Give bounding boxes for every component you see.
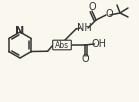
- FancyBboxPatch shape: [53, 40, 71, 50]
- Text: O: O: [88, 3, 96, 13]
- Text: O: O: [105, 9, 113, 19]
- Text: N: N: [15, 26, 25, 35]
- Text: OH: OH: [92, 39, 107, 49]
- Text: O: O: [82, 54, 89, 64]
- Text: Abs: Abs: [55, 40, 69, 49]
- Text: NH: NH: [77, 23, 91, 33]
